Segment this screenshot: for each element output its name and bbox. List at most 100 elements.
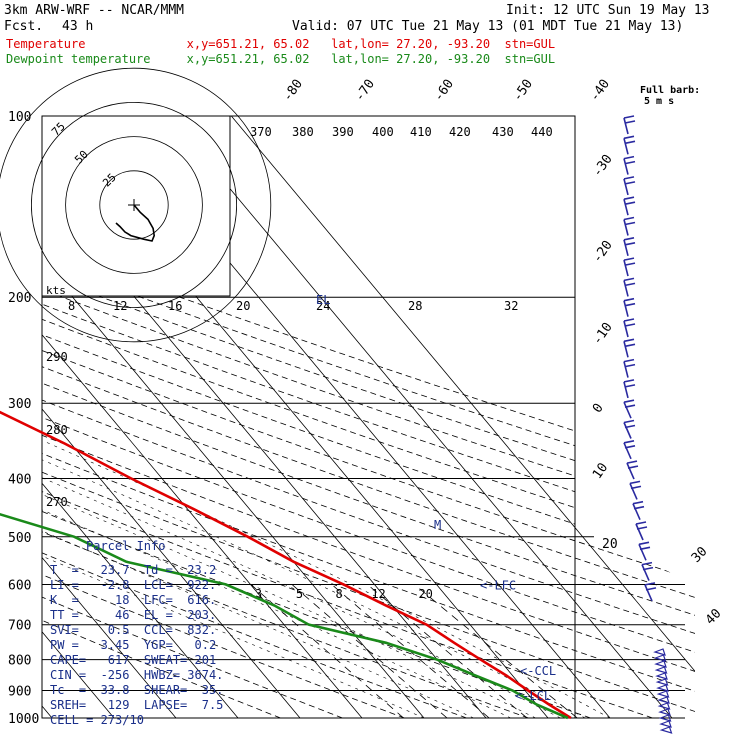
wind-barb-flag <box>633 505 645 510</box>
wind-barb-flag <box>624 221 636 226</box>
wind-barb-flag <box>623 440 635 444</box>
pressure-label: 900 <box>8 684 31 699</box>
wind-barb <box>623 280 629 297</box>
pressure-label: 800 <box>8 654 31 669</box>
hodograph-ring <box>0 67 272 343</box>
lfc-marker: <-LFC <box>480 578 516 592</box>
hodo-speed-label: 8 <box>68 299 75 313</box>
wind-barb-flag <box>624 404 636 408</box>
theta-label: 410 <box>410 125 432 139</box>
plot-border <box>41 115 576 719</box>
dry-adiabat-line <box>42 116 467 718</box>
wind-barb-flag <box>623 399 635 403</box>
isotherm-line <box>42 116 363 718</box>
wind-barbs <box>623 115 673 734</box>
hodo-speed-label: 16 <box>168 299 182 313</box>
dry-adiabat-line <box>42 116 695 718</box>
wind-barb-flag <box>623 257 635 261</box>
wind-barb-flag <box>630 485 642 490</box>
wind-barb-pennant <box>655 672 668 680</box>
pressure-label: 700 <box>8 619 31 634</box>
wind-barb-flag <box>629 480 641 485</box>
wind-barb <box>635 523 644 541</box>
dewpoint-legend: Dewpoint temperature x,y=651.21, 65.02 l… <box>6 52 556 66</box>
pressure-label: 500 <box>8 531 31 546</box>
parcel-row: CIN = -256 HWBZ= 3674. <box>50 668 224 682</box>
barb-legend-title: Full barb: <box>640 85 701 96</box>
wind-barb <box>623 199 629 216</box>
hodograph-ring <box>99 170 169 240</box>
moist-adiabat-line <box>42 296 474 718</box>
parcel-row: LI = -2.8 LCL= 922. <box>50 578 217 592</box>
theta-label: 440 <box>531 125 553 139</box>
wind-barb-flag <box>624 262 636 266</box>
wind-barb <box>638 543 647 561</box>
isotherm-label: 20 <box>602 537 618 552</box>
wind-barb-flag <box>623 297 635 302</box>
hodo-unit-label: kts <box>46 284 66 297</box>
wind-barb-flag <box>623 196 635 200</box>
wind-barb-flag <box>641 561 653 566</box>
theta-label: 380 <box>292 125 314 139</box>
wind-barb <box>623 442 632 460</box>
wind-barb <box>623 361 629 378</box>
isotherm-line <box>42 116 239 718</box>
wind-barb <box>623 320 629 338</box>
theta-label: 270 <box>46 495 68 509</box>
wind-barb-flag <box>632 500 644 505</box>
wind-barb <box>623 138 629 155</box>
parcel-row: CAPE= 617 SWEAT= 201 <box>50 653 217 667</box>
wind-barb-flag <box>623 176 635 180</box>
dry-adiabat-line <box>42 116 695 718</box>
wind-barb <box>623 158 629 175</box>
mixing-ratio-line <box>414 584 578 718</box>
wind-barb <box>644 584 653 602</box>
wind-barb-flag <box>624 363 636 368</box>
mixing-ratio-lines: 3 5 8 12 20 <box>250 584 578 718</box>
wind-barb <box>623 341 629 358</box>
isotherm-label: 40 <box>703 606 725 628</box>
pressure-label: 400 <box>8 472 31 487</box>
pressure-label: 1000 <box>8 712 39 727</box>
hodograph-ring <box>65 136 203 274</box>
m-marker: M <box>434 518 441 532</box>
dry-adiabat-line <box>42 116 695 718</box>
wind-barb-flag <box>624 282 636 287</box>
dry-adiabat-line <box>42 116 695 718</box>
parcel-row: SVI= 0.5 CCL= 832. <box>50 623 217 637</box>
wind-barb-pennant <box>654 666 668 674</box>
pressure-label: 100 <box>8 110 31 125</box>
wind-barb-flag <box>623 115 635 119</box>
moist-adiabat-line <box>42 296 561 718</box>
hodo-speed-label: 32 <box>504 299 518 313</box>
theta-label: 390 <box>332 125 354 139</box>
wind-barb-flag <box>624 242 636 246</box>
wind-barb-flag <box>624 343 636 348</box>
mixing-ratio-label: 8 <box>336 587 343 601</box>
wind-barb-flag <box>627 465 639 469</box>
wind-barb-flag <box>623 216 635 221</box>
mixing-ratio-line <box>367 584 528 718</box>
dry-adiabat-line <box>42 116 529 718</box>
wind-barb-flag <box>623 318 635 322</box>
wind-barb-flag <box>623 237 635 241</box>
wind-barb <box>623 300 629 317</box>
wind-barb-pennant <box>655 678 669 686</box>
wind-barb-flag <box>644 582 656 586</box>
isotherm-label: -20 <box>590 238 616 266</box>
parcel-row: SREH= 129 LAPSE= 7.5 <box>50 698 224 712</box>
wind-barb-flag <box>624 201 636 205</box>
model-title: 3km ARW-WRF -- NCAR/MMM <box>4 3 185 18</box>
wind-barb <box>626 462 635 480</box>
barb-legend-unit: 5 m s <box>644 96 675 107</box>
wind-barb-flag <box>623 155 635 160</box>
wind-barb-pennant <box>657 702 671 710</box>
wind-barb <box>629 483 638 500</box>
mixing-ratio-label: 5 <box>296 587 303 601</box>
dry-adiabat-lines <box>42 116 695 718</box>
theta-label: 290 <box>46 350 68 364</box>
wind-barb <box>623 422 632 439</box>
parcel-row: K = 18 LFC= 616. <box>50 593 217 607</box>
wind-barb <box>623 117 629 135</box>
